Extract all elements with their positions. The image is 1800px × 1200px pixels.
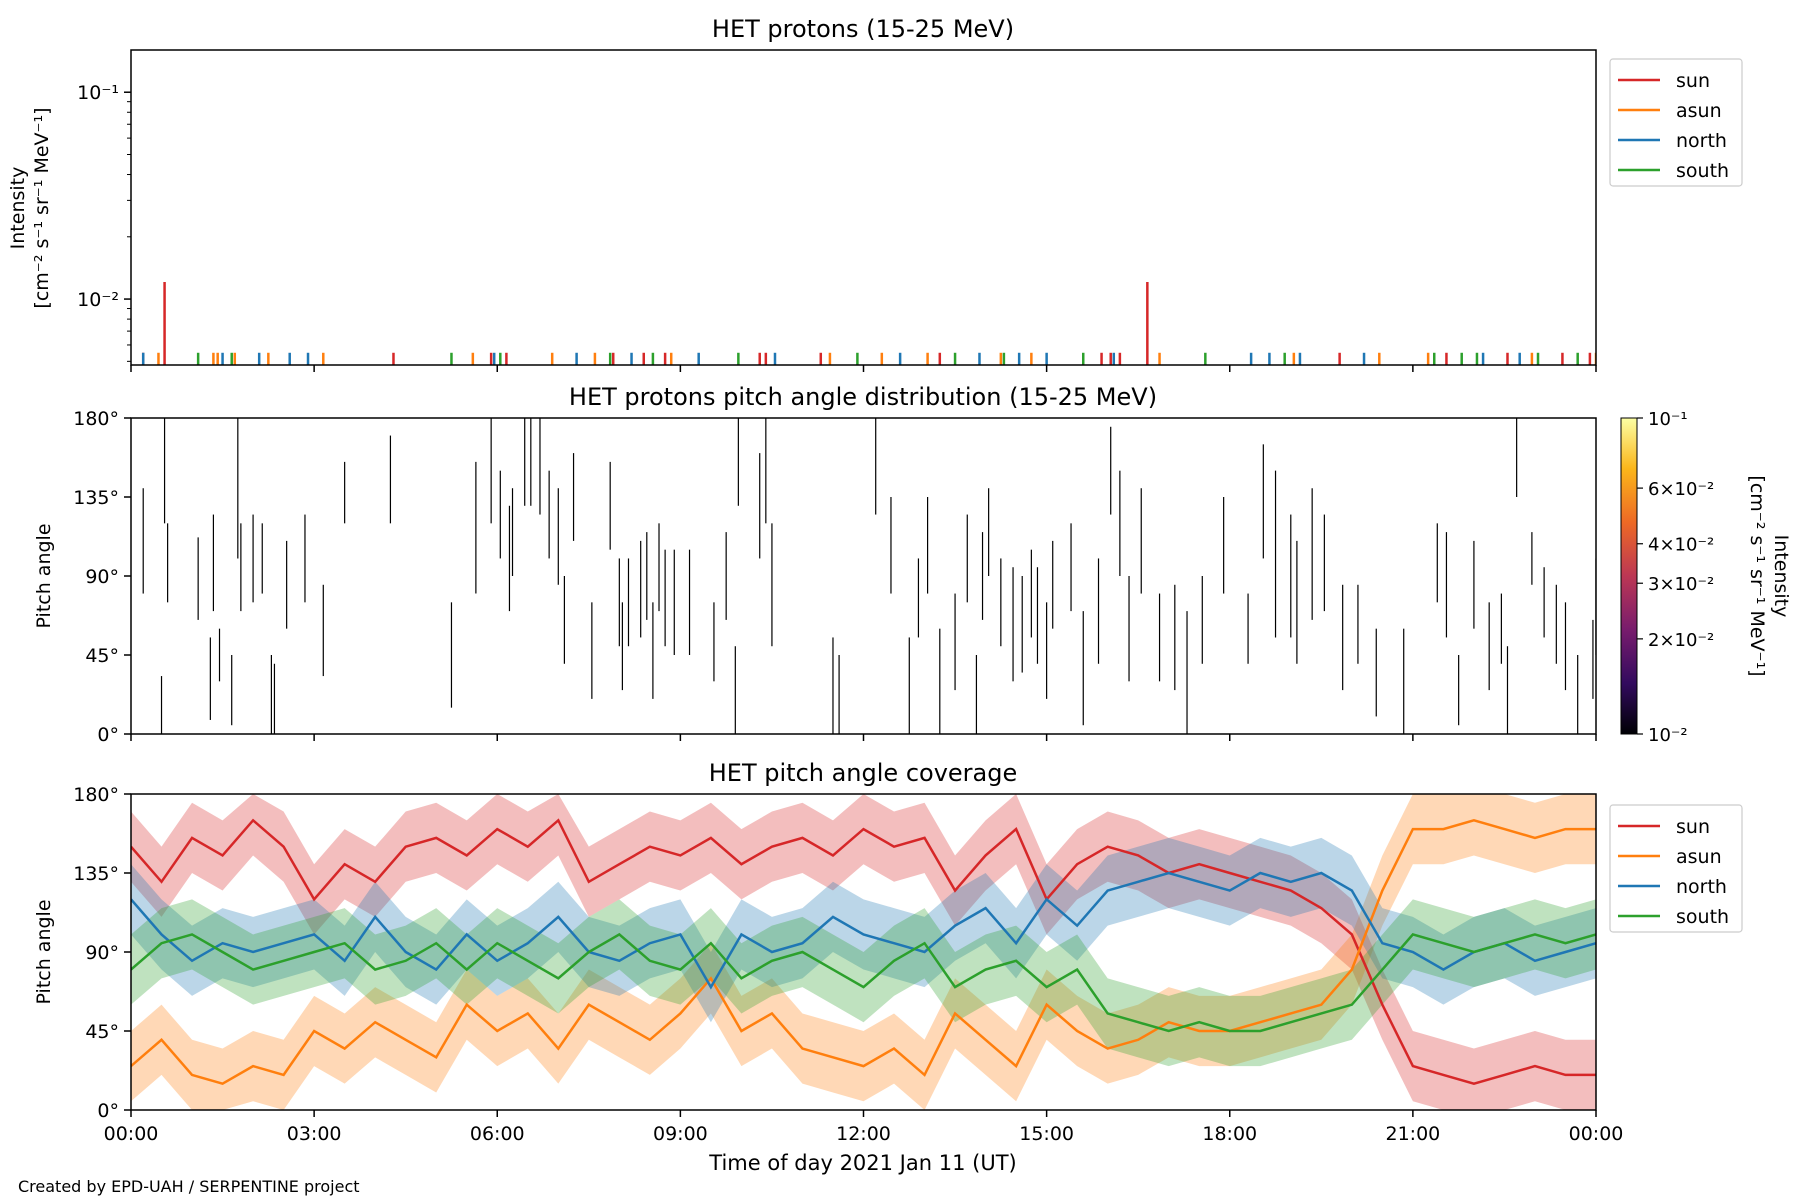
x-tick-label: 09:00 xyxy=(653,1123,708,1145)
intensity-y-ticks: 10⁻¹ 10⁻² xyxy=(77,82,131,362)
colorbar-label-line2: [cm⁻² s⁻¹ sr⁻¹ MeV⁻¹] xyxy=(1746,475,1768,676)
panel-intensity: HET protons (15-25 MeV) 10⁻¹ 10⁻² Intensi… xyxy=(7,15,1743,372)
panel-pad: HET protons pitch angle distribution (15… xyxy=(33,383,1792,746)
colorbar-tick-label: 4×10⁻² xyxy=(1648,535,1714,556)
colorbar: 10⁻¹ 6×10⁻² 4×10⁻² 3×10⁻² 2×10⁻² 10⁻² Intensi… xyxy=(1620,409,1792,746)
panel-coverage-title: HET pitch angle coverage xyxy=(709,759,1017,787)
band-north xyxy=(131,837,1596,1023)
y-tick-label: 45° xyxy=(85,645,119,667)
x-tick-label: 00:00 xyxy=(1569,1123,1624,1145)
legend-label-asun: asun xyxy=(1676,100,1722,122)
y-tick-label: 180° xyxy=(73,408,119,430)
pad-y-label: Pitch angle xyxy=(33,523,55,628)
legend-label-sun: sun xyxy=(1676,70,1710,92)
coverage-series xyxy=(131,794,1596,1110)
panel-pad-title: HET protons pitch angle distribution (15… xyxy=(569,383,1157,411)
x-axis-label: Time of day 2021 Jan 11 (UT) xyxy=(708,1151,1016,1175)
pad-segments xyxy=(142,418,1596,734)
intensity-y-label: Intensity [cm⁻² s⁻¹ sr⁻¹ MeV⁻¹] xyxy=(7,107,53,308)
y-tick-label: 45° xyxy=(85,1021,119,1043)
x-tick-label: 12:00 xyxy=(836,1123,891,1145)
panel-intensity-title: HET protons (15-25 MeV) xyxy=(712,15,1014,43)
pad-x-ticks xyxy=(130,734,1597,741)
y-tick-label: 10⁻¹ xyxy=(77,82,119,104)
credit-text: Created by EPD-UAH / SERPENTINE project xyxy=(18,1177,360,1196)
line-sun xyxy=(131,818,1596,1085)
colorbar-tick-label: 10⁻¹ xyxy=(1648,409,1688,430)
coverage-x-ticks: 00:00 03:00 06:00 09:00 12:00 15:00 18:00 21:00… xyxy=(104,1110,1624,1145)
x-tick-label: 06:00 xyxy=(470,1123,525,1145)
colorbar-tick-label: 3×10⁻² xyxy=(1648,574,1714,595)
intensity-y-label-line2: [cm⁻² s⁻¹ sr⁻¹ MeV⁻¹] xyxy=(31,107,53,308)
y-tick-label: 135° xyxy=(73,487,119,509)
colorbar-tick-label: 2×10⁻² xyxy=(1648,630,1714,651)
intensity-y-label-line1: Intensity xyxy=(7,167,29,250)
line-asun xyxy=(131,819,1596,1086)
colorbar-ticks: 10⁻¹ 6×10⁻² 4×10⁻² 3×10⁻² 2×10⁻² 10⁻² xyxy=(1637,409,1714,746)
x-tick-label: 18:00 xyxy=(1202,1123,1257,1145)
panel-coverage: HET pitch angle coverage 0° 45° 90° 135° 180… xyxy=(33,759,1743,1145)
x-tick-label: 03:00 xyxy=(287,1123,342,1145)
coverage-legend: sun asun north south xyxy=(1609,804,1743,933)
x-tick-label: 21:00 xyxy=(1385,1123,1440,1145)
panel-intensity-frame xyxy=(130,49,1597,366)
legend-label-south: south xyxy=(1676,160,1729,182)
y-tick-label: 90° xyxy=(85,566,119,588)
colorbar-label-line1: Intensity xyxy=(1770,535,1792,618)
coverage-y-ticks: 0° 45° 90° 135° 180° xyxy=(73,784,131,1122)
colorbar-label: Intensity [cm⁻² s⁻¹ sr⁻¹ MeV⁻¹] xyxy=(1746,475,1792,676)
legend-label-north: north xyxy=(1676,130,1727,152)
legend-label-sun: sun xyxy=(1676,816,1710,838)
y-tick-label: 90° xyxy=(85,942,119,964)
y-tick-label: 180° xyxy=(73,784,119,806)
pad-y-ticks: 0° 45° 90° 135° 180° xyxy=(73,408,131,746)
intensity-spikes xyxy=(141,281,1596,365)
x-tick-label: 15:00 xyxy=(1019,1123,1074,1145)
colorbar-tick-label: 10⁻² xyxy=(1648,725,1688,746)
pad-background xyxy=(131,418,1596,734)
legend-label-asun: asun xyxy=(1676,846,1722,868)
legend-box xyxy=(1609,804,1743,933)
band-south xyxy=(131,899,1596,1067)
legend-box xyxy=(1609,58,1743,187)
legend-label-south: south xyxy=(1676,906,1729,928)
colorbar-tick-label: 6×10⁻² xyxy=(1648,479,1714,500)
y-tick-label: 0° xyxy=(97,1100,119,1122)
coverage-y-label: Pitch angle xyxy=(33,899,55,1004)
line-north xyxy=(131,871,1596,990)
colorbar-gradient xyxy=(1620,417,1638,735)
legend-label-north: north xyxy=(1676,876,1727,898)
x-tick-label: 00:00 xyxy=(104,1123,159,1145)
y-tick-label: 135° xyxy=(73,863,119,885)
y-tick-label: 0° xyxy=(97,724,119,746)
intensity-legend: sun asun north south xyxy=(1609,58,1743,187)
line-south xyxy=(131,932,1596,1033)
intensity-x-ticks xyxy=(130,365,1597,372)
y-tick-label: 10⁻² xyxy=(77,289,119,311)
